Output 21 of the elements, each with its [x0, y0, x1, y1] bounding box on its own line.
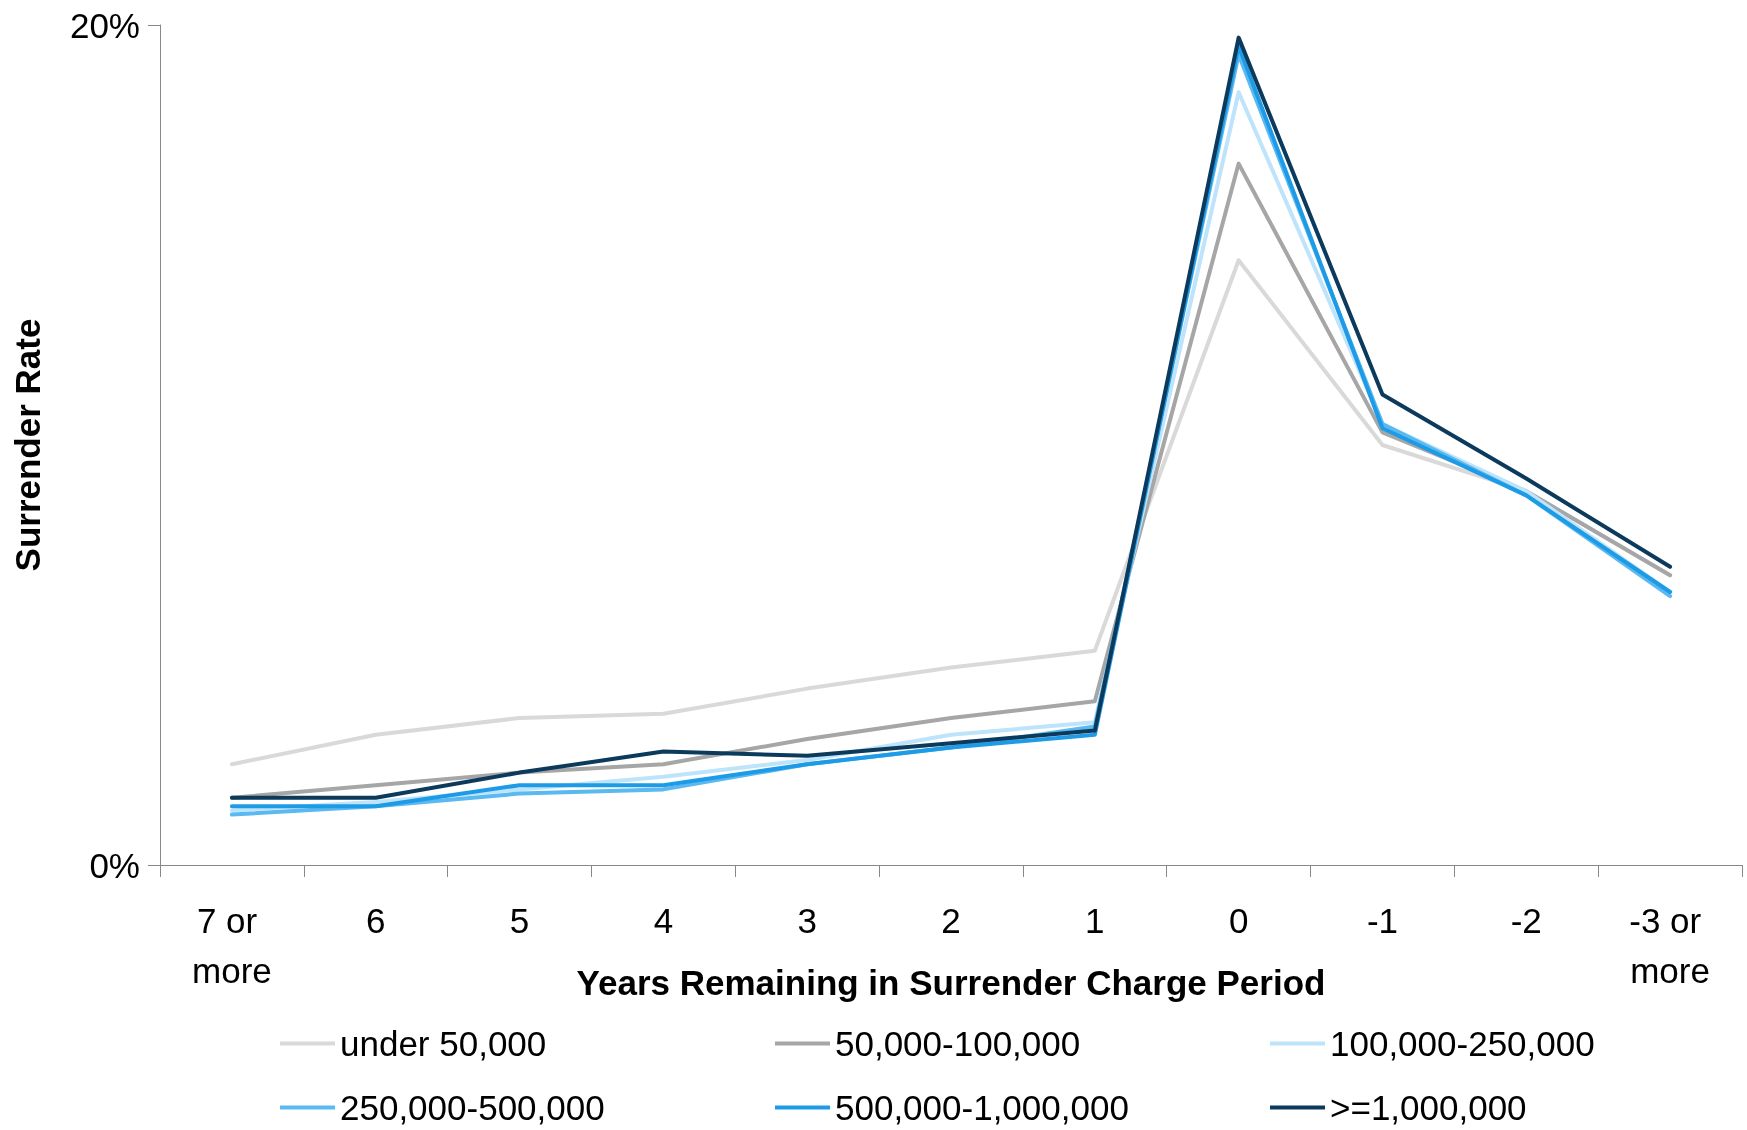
- x-tick-label: 0: [1228, 900, 1249, 940]
- x-tick-label: 4: [653, 900, 674, 940]
- y-tick-label: 0%: [89, 845, 140, 885]
- legend-label: 250,000-500,000: [340, 1088, 605, 1127]
- x-tick-label: 5: [509, 900, 530, 940]
- legend-label: 100,000-250,000: [1330, 1024, 1595, 1063]
- x-tick-label: -3 or more: [1629, 900, 1711, 990]
- y-axis-title: Surrender Rate: [8, 318, 47, 572]
- x-tick-label: -1: [1366, 900, 1399, 940]
- x-axis-title: Years Remaining in Surrender Charge Period: [576, 963, 1326, 1002]
- legend-label: under 50,000: [340, 1024, 547, 1063]
- x-tick-label: -2: [1510, 900, 1542, 940]
- x-tick-label: 2: [941, 900, 961, 940]
- x-tick-label: 3: [797, 900, 817, 940]
- legend-label: 50,000-100,000: [835, 1024, 1081, 1063]
- x-tick-label: 1: [1085, 900, 1105, 940]
- x-tick-label: 7 or more: [192, 900, 272, 990]
- y-tick-label: 20%: [69, 5, 140, 45]
- x-tick-label: 6: [365, 900, 386, 940]
- legend-label: >=1,000,000: [1330, 1088, 1527, 1127]
- legend-label: 500,000-1,000,000: [835, 1088, 1129, 1127]
